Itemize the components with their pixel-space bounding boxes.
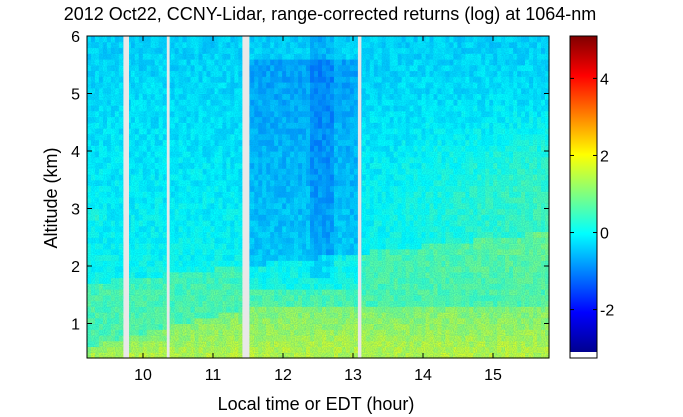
chart-title: 2012 Oct22, CCNY-Lidar, range-corrected … [64,4,597,24]
